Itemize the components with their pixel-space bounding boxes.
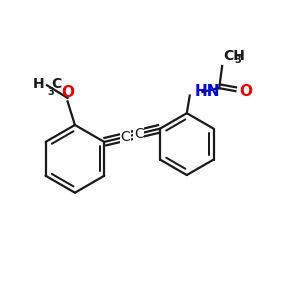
Text: CH: CH xyxy=(224,49,245,63)
Text: C: C xyxy=(134,127,144,141)
Text: 3: 3 xyxy=(235,55,241,65)
Text: HN: HN xyxy=(194,84,220,99)
Text: 3: 3 xyxy=(47,87,54,97)
Text: C: C xyxy=(51,77,61,91)
Text: O: O xyxy=(61,85,74,100)
Text: H: H xyxy=(32,77,44,91)
Text: O: O xyxy=(239,84,252,99)
Text: C: C xyxy=(121,130,130,144)
